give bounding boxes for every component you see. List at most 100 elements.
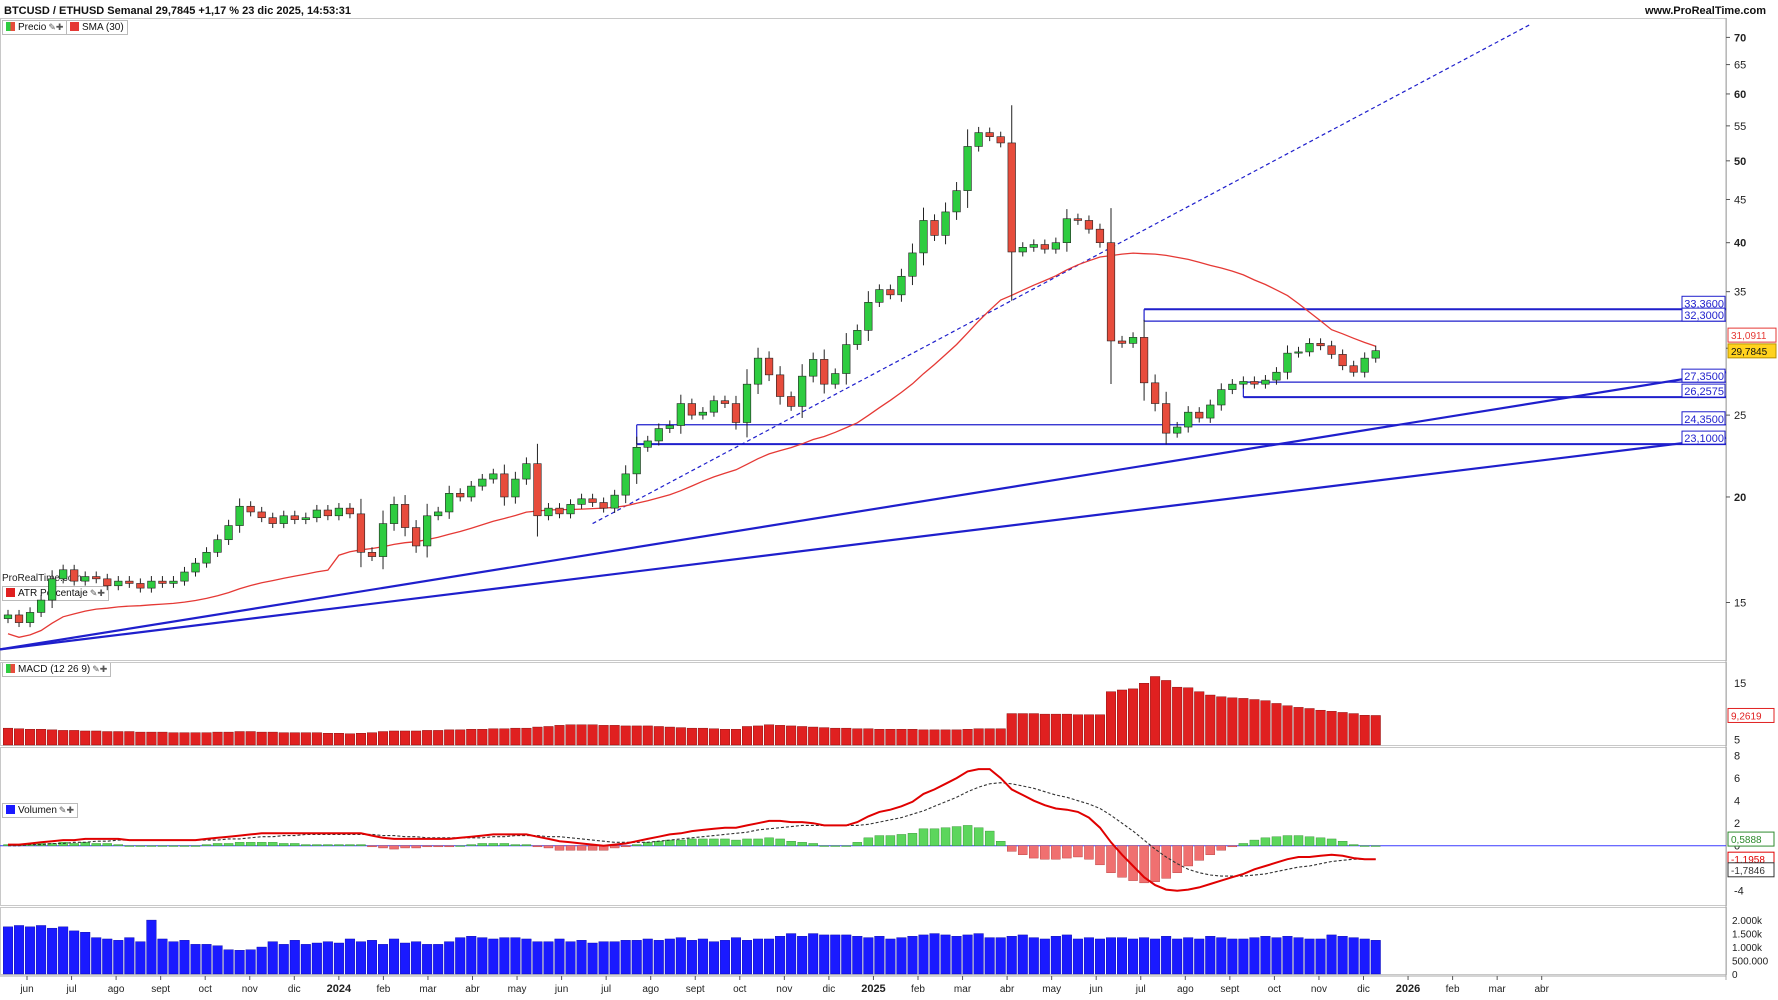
atr-bar [333, 733, 344, 746]
macd-hist-bar [400, 845, 410, 849]
macd-hist-bar [1371, 845, 1381, 847]
candle [1261, 375, 1270, 389]
candle [1316, 338, 1325, 351]
atr-bar [1139, 683, 1150, 746]
atr-bar [1172, 686, 1183, 746]
candle-body [676, 403, 685, 426]
macd-hist-bar [665, 839, 675, 846]
atr-bar [477, 729, 488, 746]
volume-bar [278, 944, 289, 975]
candle [3, 609, 13, 624]
candle-body [378, 523, 388, 557]
volume-legend[interactable]: Volumen ✎✚ [2, 803, 79, 818]
candle [1106, 208, 1116, 384]
atr-bar [841, 727, 852, 746]
candle-body [224, 525, 233, 541]
atr-bar [3, 727, 14, 746]
candle [334, 503, 344, 521]
macd-tick-label: 0 [1734, 841, 1740, 853]
candle-body [367, 551, 377, 557]
candle [665, 420, 674, 434]
candle [500, 464, 509, 506]
candle-body [1272, 371, 1281, 381]
candle-body [400, 504, 410, 528]
candle-body [709, 400, 719, 413]
candle-body [125, 580, 134, 584]
sma-legend[interactable]: SMA (30) [66, 20, 128, 35]
candle [423, 503, 432, 558]
macd-hist-bar [1161, 845, 1171, 879]
x-tick-label: sept [1220, 984, 1239, 995]
macd-hist-bar [1249, 839, 1260, 846]
candle-body [511, 478, 520, 498]
candle [1349, 360, 1358, 377]
volume-bar [730, 937, 741, 975]
volume-bar [1061, 934, 1072, 975]
wrench-icon[interactable]: ✎✚ [48, 22, 64, 32]
candle-body [1360, 357, 1369, 373]
atr-bar [146, 731, 157, 746]
candle-body [268, 517, 277, 524]
atr-bar [918, 729, 929, 746]
atr-bar [742, 726, 753, 746]
candle-body [842, 344, 851, 374]
volume-bar [753, 938, 764, 975]
atr-bar [675, 727, 686, 746]
candle [963, 129, 972, 208]
candle [511, 471, 520, 504]
atr-bar [1083, 714, 1094, 746]
candle-body [48, 578, 57, 601]
candle-body [1195, 411, 1204, 419]
volume-bar [609, 941, 620, 975]
macd-hist-bar [830, 845, 840, 847]
wrench-icon[interactable]: ✎✚ [89, 588, 105, 598]
atr-bar [532, 726, 543, 746]
candle-body [1151, 382, 1160, 404]
atr-bar [587, 724, 598, 746]
x-tick-label: 2025 [861, 983, 885, 995]
candle [103, 573, 112, 591]
macd-hist-bar [212, 843, 223, 846]
atr-bar [1094, 714, 1105, 746]
atr-bar [168, 732, 179, 746]
macd-hist-bar [1337, 841, 1348, 846]
wrench-icon[interactable]: ✎✚ [92, 664, 108, 674]
x-tick-label: jul [1135, 984, 1146, 995]
volume-bar [212, 945, 223, 975]
volume-bar [488, 938, 499, 975]
candle [897, 268, 906, 302]
atr-bar [995, 728, 1006, 746]
macd-hist-bar [223, 843, 234, 846]
macd-hist-bar [984, 830, 995, 846]
atr-bar [565, 724, 576, 746]
atr-bar [708, 728, 719, 746]
macd-value-label: -1,7846 [1731, 866, 1765, 877]
atr-bar [157, 731, 168, 746]
volume-bar [874, 936, 885, 975]
macd-legend[interactable]: MACD (12 26 9) ✎✚ [2, 662, 112, 677]
wrench-icon[interactable]: ✎✚ [58, 805, 75, 815]
candle-body [3, 614, 13, 619]
macd-hist-bar [455, 845, 465, 847]
volume-bar [1227, 938, 1238, 975]
macd-legend-label: MACD (12 26 9) [18, 664, 91, 675]
site-link[interactable]: www.ProRealTime.com [1644, 5, 1766, 17]
volume-bar [333, 942, 344, 975]
macd-hist-bar [587, 845, 598, 851]
candle [787, 391, 796, 411]
candle [1338, 349, 1347, 371]
candle-body [654, 428, 663, 442]
candle [1117, 335, 1127, 348]
volume-bar [885, 938, 896, 975]
macd-hist-bar [389, 845, 399, 850]
atr-bar [686, 727, 697, 746]
macd-hist-bar [135, 845, 146, 847]
macd-value-box [1727, 831, 1775, 847]
candle-body [423, 515, 432, 547]
macd-hist-bar [852, 842, 863, 846]
candle-body [202, 551, 211, 564]
volume-bar [995, 937, 1006, 975]
macd-line [8, 768, 1376, 892]
macd-hist-bar [1128, 845, 1138, 881]
